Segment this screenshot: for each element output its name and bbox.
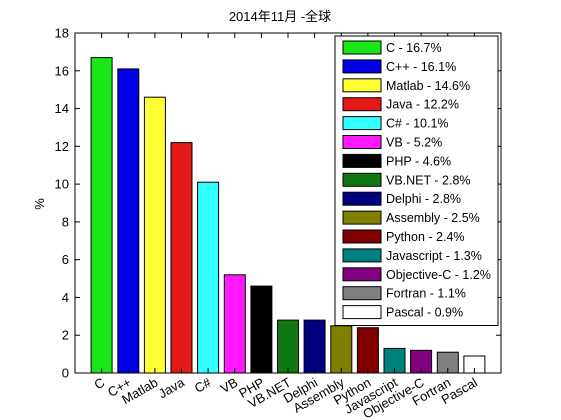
legend-entry-label: C++ - 16.1% [386, 60, 456, 74]
legend-swatch [342, 267, 382, 282]
y-tick-label: 16 [55, 63, 69, 78]
bar-php [250, 285, 273, 374]
legend-entry-label: Pascal - 0.9% [386, 306, 463, 320]
legend-swatch [342, 191, 382, 206]
legend-entry-label: Assembly - 2.5% [386, 211, 480, 225]
y-tick-label: 8 [62, 214, 69, 229]
bar-delphi [303, 319, 326, 374]
legend-swatch [342, 97, 382, 112]
legend-entry-label: Delphi - 2.8% [386, 192, 461, 206]
bar-c- [197, 181, 220, 374]
chart-title: 2014年11月 -全球 [229, 9, 331, 24]
legend-entry-label: Java - 12.2% [386, 98, 459, 112]
legend-swatch [342, 305, 382, 320]
legend-swatch [342, 172, 382, 187]
bars-layer [90, 57, 486, 374]
bar-java [170, 142, 193, 374]
bar-c- [117, 68, 140, 374]
bar-python [356, 327, 379, 374]
legend-entry-label: Javascript - 1.3% [386, 249, 482, 263]
legend-entry-label: PHP - 4.6% [386, 154, 451, 168]
bar-assembly [330, 325, 353, 374]
legend-entry-label: Python - 2.4% [386, 230, 465, 244]
y-tick-label: 2 [62, 328, 69, 343]
y-tick-label: 12 [55, 139, 69, 154]
legend: C - 16.7% C++ - 16.1% Matlab - 14.6% Java -… [334, 35, 499, 326]
legend-entry-label: VB.NET - 2.8% [386, 173, 471, 187]
bar-matlab [143, 96, 166, 374]
bar-vb [223, 274, 246, 374]
y-tick-label: 10 [55, 177, 69, 192]
y-tick-label: 4 [62, 290, 69, 305]
legend-swatch [342, 78, 382, 93]
y-tick-label: 0 [62, 366, 69, 381]
bar-c [90, 57, 113, 374]
legend-swatch [342, 229, 382, 244]
legend-swatch [342, 135, 382, 149]
legend-entry-label: VB - 5.2% [386, 136, 442, 150]
bar-vb-net [277, 319, 299, 374]
legend-swatch [342, 210, 382, 225]
y-tick-label: 6 [62, 252, 69, 267]
legend-swatch [342, 286, 382, 301]
legend-swatch [342, 153, 382, 168]
legend-swatch [342, 59, 382, 74]
y-tick-label: 14 [55, 101, 69, 116]
y-axis-label: % [32, 198, 47, 210]
legend-entry-label: Fortran - 1.1% [386, 287, 466, 301]
legend-entry-label: C - 16.7% [386, 41, 442, 55]
y-tick-label: 18 [55, 26, 69, 41]
legend-entry-label: Matlab - 14.6% [386, 79, 470, 93]
legend-entry-label: Objective-C - 1.2% [386, 268, 491, 282]
legend-swatch [342, 116, 382, 131]
legend-entry-label: C# - 10.1% [386, 117, 449, 131]
legend-swatch [342, 40, 382, 55]
legend-swatch [342, 248, 382, 263]
